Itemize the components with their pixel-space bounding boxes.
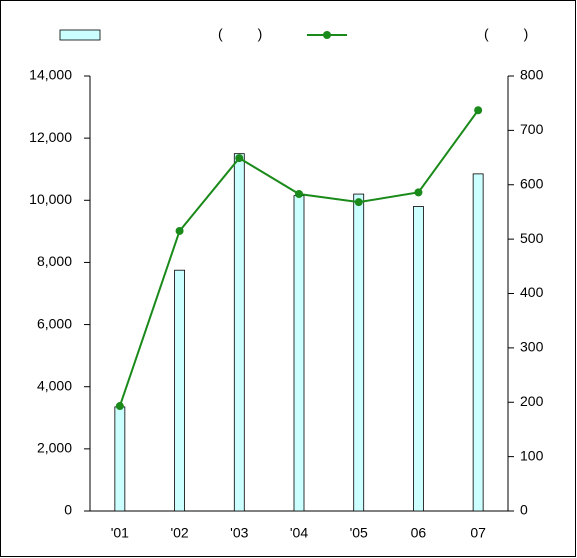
y-tick-label: 6,000 [37,315,72,331]
y2-tick-label: 800 [520,67,544,83]
y2-tick-label: 300 [520,339,544,355]
x-tick-label: '02 [170,525,188,541]
x-tick-label: 06 [411,525,427,541]
bar [174,269,185,512]
legend-marker [323,31,331,39]
y2-tick-label: 200 [520,393,544,409]
legend-swatch [59,29,101,41]
marker [175,226,184,235]
legend-label: ( ) [484,26,528,42]
y2-tick-label: 0 [520,502,528,518]
y-tick-label: 4,000 [37,377,72,393]
x-tick-label: '03 [230,525,248,541]
bar [413,206,424,512]
marker [474,106,483,115]
legend-label: ( ) [218,26,262,42]
y-tick-label: 12,000 [29,129,72,145]
marker [414,188,423,197]
x-tick-label: '04 [290,525,308,541]
x-tick-label: '05 [350,525,368,541]
bar [293,195,305,512]
y-tick-label: 14,000 [29,67,72,83]
y2-tick-label: 600 [520,175,544,191]
marker [115,402,124,411]
y2-tick-label: 500 [520,230,544,246]
bar [233,153,245,512]
y-tick-label: 10,000 [29,191,72,207]
y2-tick-label: 400 [520,284,544,300]
bar [114,406,126,512]
x-tick-label: '01 [111,525,129,541]
marker [235,154,244,163]
marker [295,189,303,198]
bar [353,193,365,512]
y-tick-label: 2,000 [37,440,72,456]
y2-tick-label: 100 [520,447,544,463]
marker [354,198,363,207]
y2-tick-label: 700 [520,121,544,137]
bar [472,173,484,512]
x-tick-label: 07 [470,525,486,541]
y-tick-label: 0 [64,502,72,518]
y-tick-label: 8,000 [37,253,72,269]
